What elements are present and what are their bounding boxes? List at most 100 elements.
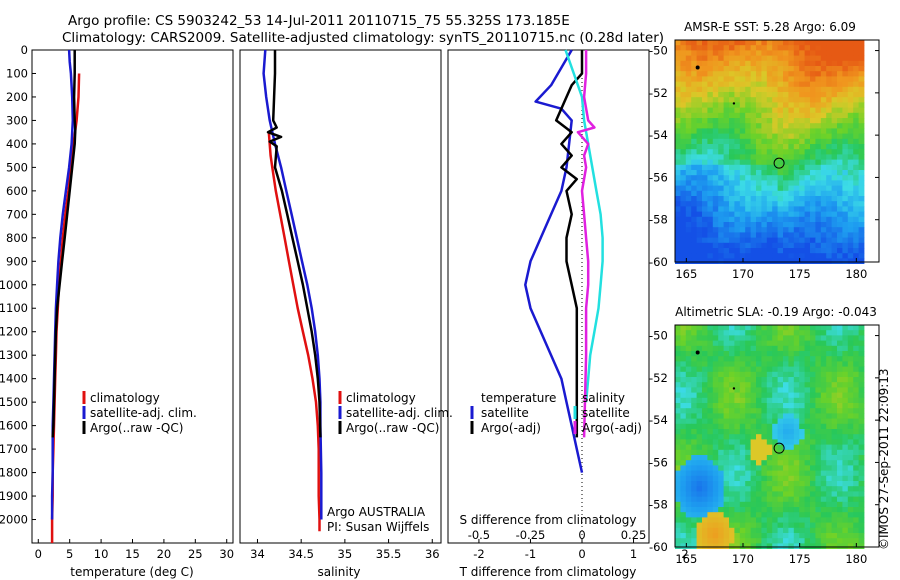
- sst-cell: [837, 253, 843, 259]
- sla-cell: [820, 356, 827, 362]
- sla-cell: [718, 429, 724, 435]
- sst-cell: [847, 206, 854, 212]
- sst-cell: [734, 258, 741, 264]
- sla-cell: [718, 486, 724, 492]
- sst-cell: [675, 206, 681, 212]
- sst-cell: [761, 123, 768, 129]
- sla-cell: [815, 403, 822, 409]
- sla-cell: [691, 455, 697, 461]
- sst-cell: [756, 97, 762, 103]
- sla-cell: [820, 444, 827, 451]
- difference-legend: temperature satellite Argo(-adj) salinit…: [470, 391, 642, 435]
- sst-cell: [734, 242, 741, 249]
- sst-cell: [696, 60, 703, 67]
- sla-cell: [696, 413, 703, 419]
- sla-cell: [691, 507, 697, 513]
- sst-cell: [772, 97, 778, 103]
- sst-cell: [723, 66, 730, 72]
- sla-cell: [750, 345, 757, 352]
- sst-cell: [729, 180, 735, 186]
- sla-cell: [847, 361, 854, 367]
- sst-cell: [777, 97, 784, 103]
- sst-cell: [820, 211, 827, 218]
- sla-cell: [702, 361, 708, 367]
- sst-cell: [804, 97, 811, 103]
- sst-cell: [761, 222, 768, 228]
- sla-cell: [820, 543, 827, 549]
- sst-cell: [675, 154, 681, 160]
- sst-cell: [680, 232, 687, 238]
- sla-cell: [815, 481, 822, 487]
- sst-cell: [847, 138, 854, 145]
- sla-cell: [783, 507, 789, 513]
- sst-cell: [745, 92, 751, 98]
- sla-cell: [680, 330, 687, 336]
- s-difference-tick-label: -0.5: [468, 528, 490, 542]
- sla-cell: [761, 501, 768, 508]
- sla-cell: [847, 455, 854, 461]
- sla-cell: [702, 325, 708, 331]
- sst-cell: [815, 138, 822, 145]
- sla-cell: [675, 325, 681, 331]
- sst-cell: [675, 227, 681, 233]
- sla-cell: [685, 527, 692, 534]
- sla-cell: [853, 501, 859, 508]
- sst-cell: [707, 71, 714, 77]
- sst-cell: [766, 185, 773, 192]
- sla-cell: [783, 475, 789, 482]
- sla-cell: [766, 377, 773, 383]
- depth-tick-label: 2000: [0, 513, 28, 527]
- sla-cell: [772, 413, 778, 419]
- sla-cell: [739, 413, 746, 419]
- sla-cell: [815, 444, 822, 451]
- sla-cell: [766, 470, 773, 477]
- sst-cell: [831, 185, 838, 192]
- sst-cell: [696, 144, 703, 150]
- difference-axes-frame: [447, 49, 650, 544]
- sst-cell: [675, 71, 681, 77]
- sla-cell: [777, 397, 784, 404]
- sst-cell: [831, 123, 838, 129]
- sla-cell: [761, 460, 768, 466]
- sst-cell: [707, 76, 714, 82]
- sla-cell: [750, 403, 757, 409]
- sla-cell: [723, 501, 730, 508]
- sla-cell: [793, 543, 800, 549]
- sst-cell: [766, 164, 773, 171]
- sst-cell: [837, 118, 843, 124]
- sst-cell: [826, 164, 832, 171]
- sst-cell: [718, 50, 724, 56]
- sst-cell: [729, 107, 735, 114]
- sst-cell: [837, 170, 843, 176]
- sla-cell: [723, 475, 730, 482]
- sla-cell: [842, 465, 849, 471]
- sst-cell: [680, 201, 687, 207]
- sst-cell: [853, 138, 859, 145]
- sst-cell: [745, 180, 751, 186]
- sst-cell: [756, 71, 762, 77]
- sst-cell: [691, 144, 697, 150]
- sla-cell: [842, 486, 849, 492]
- sla-heatmap: [675, 325, 865, 549]
- sst-cell: [777, 258, 784, 264]
- sla-cell: [734, 449, 741, 456]
- sla-cell: [837, 449, 843, 456]
- sst-cell: [772, 81, 778, 88]
- sla-cell: [858, 517, 865, 523]
- sst-cell: [766, 144, 773, 150]
- sla-cell: [799, 543, 805, 549]
- sla-cell: [804, 455, 811, 461]
- sst-cell: [734, 196, 741, 202]
- sla-cell: [723, 345, 730, 352]
- sla-cell: [820, 351, 827, 357]
- sst-cell: [810, 86, 816, 93]
- sst-cell: [718, 133, 724, 140]
- sst-cell: [723, 123, 730, 129]
- sla-cell: [729, 512, 735, 518]
- sst-cell: [723, 97, 730, 103]
- sst-cell: [745, 50, 751, 56]
- sst-cell: [815, 128, 822, 134]
- sla-cell: [739, 481, 746, 487]
- sla-cell: [739, 382, 746, 388]
